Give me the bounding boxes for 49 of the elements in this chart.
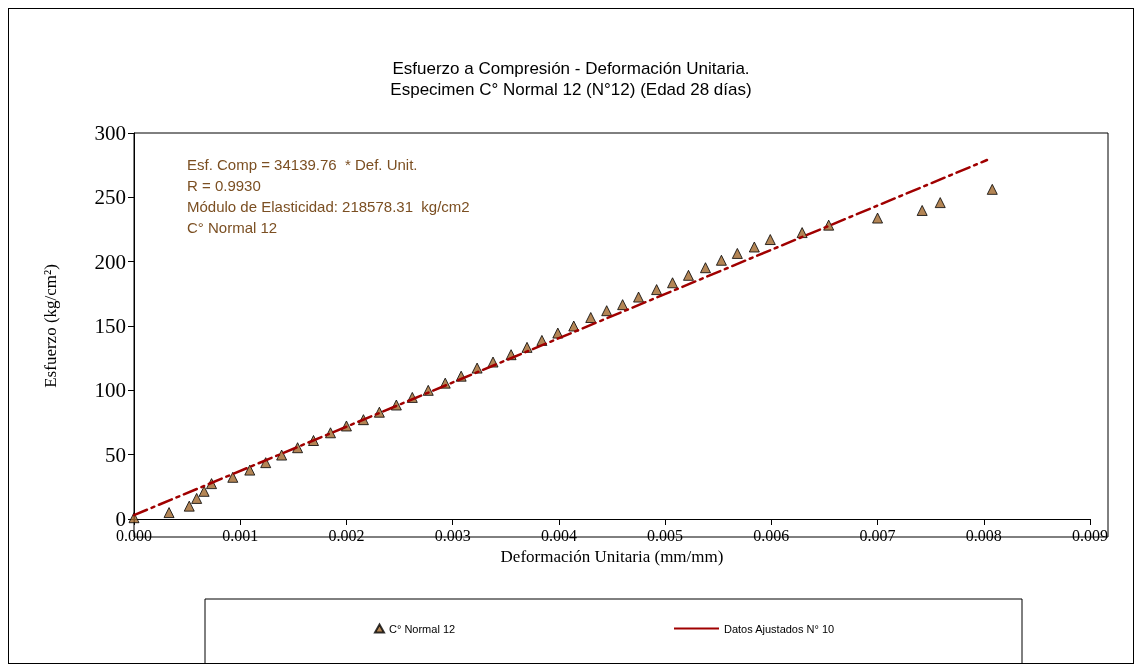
point	[585, 312, 597, 324]
y-tick-label: 50	[105, 442, 126, 467]
point	[731, 247, 743, 259]
y-tick-label: 150	[94, 314, 126, 338]
legend-label: Datos Ajustados N° 10	[724, 622, 835, 635]
point	[227, 471, 239, 483]
x-axis-title: Deformación Unitaria (mm/mm)	[500, 546, 724, 566]
point	[191, 492, 203, 504]
point	[934, 197, 946, 209]
x-tick-label: 0.007	[859, 526, 896, 544]
legend-label: C° Normal 12	[389, 622, 456, 635]
annotation: Esf. Comp = 34139.76 * Def. Unit.	[187, 156, 418, 173]
annotation: R = 0.9930	[187, 177, 261, 194]
x-tick-label: 0.002	[328, 526, 365, 544]
x-tick-label: 0.003	[434, 526, 471, 544]
x-tick-label: 0.006	[753, 526, 790, 544]
y-tick-label: 100	[94, 378, 126, 403]
point	[916, 204, 928, 216]
chart-title: Esfuerzo a Compresión - Deformación Unitaria.	[392, 59, 750, 78]
point	[651, 284, 663, 296]
x-tick-label: 0.008	[965, 526, 1002, 544]
point	[276, 449, 288, 461]
point	[764, 234, 776, 246]
point	[163, 507, 175, 519]
y-axis-title: Esfuerzo (kg/cm²)	[41, 264, 60, 388]
x-tick-label: 0.005	[647, 526, 684, 544]
y-tick-label: 250	[94, 185, 126, 210]
point	[617, 299, 629, 311]
y-tick-label: 200	[94, 249, 126, 274]
y-tick-label: 300	[94, 121, 126, 145]
point	[699, 262, 711, 274]
point	[682, 269, 694, 281]
chart-subtitle: Especimen C° Normal 12 (N°12) (Edad 28 días)	[390, 80, 752, 99]
x-tick-label: 0.001	[222, 526, 259, 544]
annotation: Módulo de Elasticidad: 218578.31 kg/cm2	[187, 198, 470, 215]
point	[183, 500, 195, 512]
annotation: C° Normal 12	[187, 219, 278, 236]
point	[601, 305, 613, 317]
x-tick-label: 0.004	[540, 526, 577, 544]
point	[872, 212, 884, 224]
point	[292, 442, 304, 454]
point	[244, 464, 256, 476]
point	[633, 291, 645, 303]
point	[715, 254, 727, 266]
point	[667, 277, 679, 289]
point	[986, 183, 998, 195]
x-tick-label: 0.009	[1072, 526, 1108, 544]
point	[748, 241, 760, 253]
point	[198, 485, 210, 497]
